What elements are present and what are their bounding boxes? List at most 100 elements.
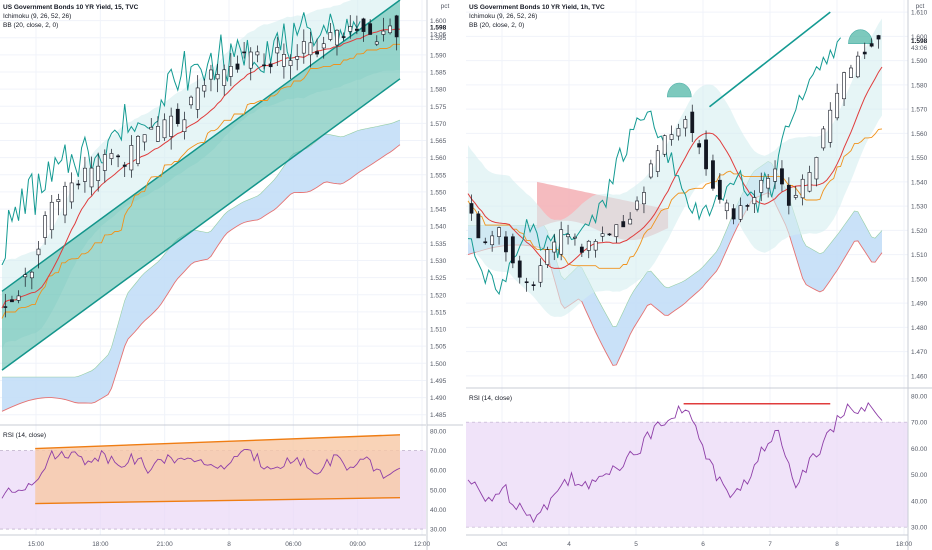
indicator-bb-label: BB (20, close, 2, 0) [3, 22, 58, 29]
candle-up [222, 69, 227, 86]
candle-down [531, 284, 536, 286]
time-tick-label: 09:00 [350, 541, 367, 548]
candle-up [96, 165, 101, 181]
price-tick-label: 1.540 [911, 179, 928, 186]
candle-down [315, 51, 319, 55]
rsi-tick-label: 40.00 [911, 498, 928, 505]
candle-up [807, 172, 812, 192]
price-tick-label: 1.525 [430, 275, 447, 282]
time-tick-label: 6 [701, 541, 705, 548]
candle-down [361, 18, 366, 32]
price-tick-label: 1.555 [430, 172, 447, 179]
price-tick-label: 1.560 [430, 155, 447, 162]
candle-up [648, 163, 653, 178]
kijun-line [1, 43, 400, 319]
candle-down [862, 51, 867, 55]
left-price-axis [426, 0, 463, 550]
left-rsi-pane [0, 434, 426, 530]
candle-down [483, 241, 488, 244]
axis-unit-label: pct [441, 3, 450, 10]
candle-up [16, 295, 21, 301]
price-tick-label: 1.530 [430, 258, 447, 265]
candle-down [745, 205, 750, 207]
price-tick-label: 1.550 [911, 155, 928, 162]
right-panel [466, 0, 932, 550]
candle-down [711, 160, 715, 189]
candle-up [301, 41, 306, 54]
candle-up [189, 96, 193, 106]
rsi-tick-label: 50.00 [911, 472, 928, 479]
candle-down [517, 260, 522, 278]
price-tick-label: 1.565 [430, 138, 447, 145]
candle-up [195, 87, 200, 110]
time-tick-label: 5 [634, 541, 638, 548]
indicator-bb-label: BB (20, close, 2, 0) [469, 22, 524, 29]
price-tick-label: 1.575 [430, 104, 447, 111]
candle-up [724, 202, 729, 212]
candle-up [109, 153, 114, 159]
time-tick-label: 8 [835, 541, 839, 548]
candle-up [63, 185, 67, 216]
price-tick-label: 1.600 [911, 34, 928, 41]
price-tick-label: 1.530 [911, 204, 928, 211]
candle-up [614, 224, 619, 237]
candle-down [690, 111, 695, 134]
candle-up [129, 145, 134, 171]
rsi-tick-label: 80.00 [911, 393, 928, 400]
candle-up [593, 241, 598, 251]
moving-average-line [1, 28, 401, 309]
candle-up [102, 154, 107, 171]
price-tick-label: 1.590 [911, 58, 928, 65]
candle-up [228, 66, 233, 77]
candle-up [800, 178, 805, 199]
candle-down [76, 183, 81, 186]
price-tick-label: 1.535 [430, 241, 447, 248]
candle-down [10, 299, 14, 303]
rsi-channel [35, 434, 400, 504]
chikou-span-line [1, 12, 361, 266]
candle-up [136, 135, 140, 164]
candle-down [731, 208, 736, 220]
rsi-label: RSI (14, close) [469, 395, 512, 402]
time-tick-label: 15:00 [28, 541, 45, 548]
dome-pattern [848, 29, 873, 44]
candle-up [288, 60, 293, 66]
candle-up [814, 157, 819, 180]
candle-up [162, 119, 167, 139]
candle-up [182, 119, 187, 132]
candle-up [295, 56, 300, 60]
price-tick-label: 1.580 [430, 87, 447, 94]
price-tick-label: 1.500 [911, 276, 928, 283]
candle-down [354, 28, 359, 31]
time-tick-label: 12:00 [414, 541, 431, 548]
candle-up [835, 92, 840, 119]
price-tick-label: 1.485 [430, 412, 447, 419]
candle-up [49, 201, 54, 231]
candle-up [36, 248, 41, 256]
candle-down [524, 281, 529, 284]
price-tick-label: 1.510 [430, 327, 447, 334]
candle-down [579, 246, 584, 253]
candle-down [122, 164, 127, 167]
rsi-tick-label: 70.00 [911, 420, 928, 427]
price-axis-bg [908, 0, 932, 550]
left-chart-title: US Government Bonds 10 YR Yield, 15, TVC [3, 4, 139, 11]
candle-up [335, 29, 339, 46]
bar-countdown-label: 13:06 [430, 31, 447, 38]
candle-up [855, 55, 860, 78]
right-rsi-pane [466, 401, 908, 528]
price-tick-label: 1.610 [911, 10, 928, 17]
trend-line [709, 11, 831, 108]
candle-up [655, 150, 660, 172]
price-tick-label: 1.540 [430, 224, 447, 231]
candle-up [149, 126, 154, 130]
rsi-line [1, 449, 401, 499]
candle-down [697, 143, 702, 148]
bollinger-band [468, 18, 882, 317]
candle-up [374, 41, 379, 45]
rsi-tick-label: 40.00 [430, 507, 447, 514]
candle-up [282, 54, 286, 67]
candle-up [566, 234, 570, 238]
price-tick-label: 1.505 [430, 344, 447, 351]
candle-down [704, 139, 708, 170]
